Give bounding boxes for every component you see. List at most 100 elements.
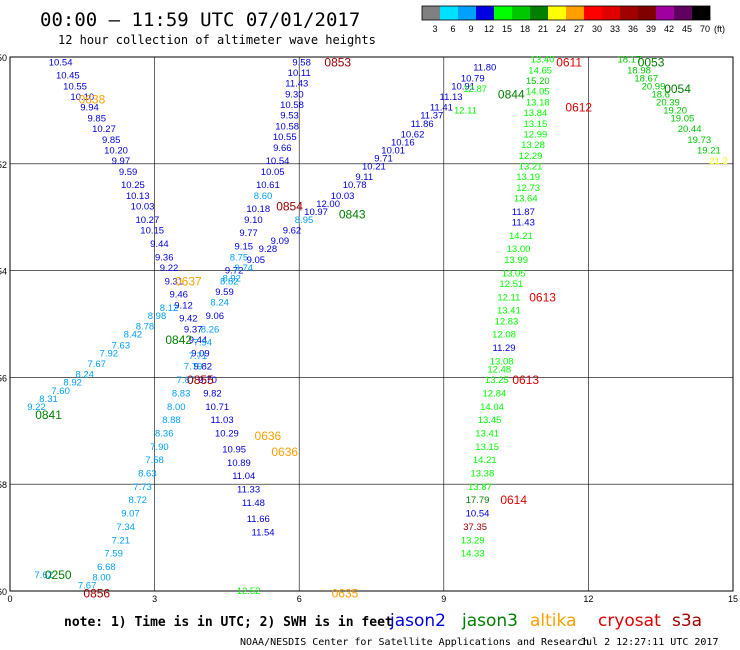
wave-height-point: 37.35	[463, 522, 487, 533]
wave-height-point: 12.52	[237, 586, 261, 597]
wave-height-point: 10.97	[304, 207, 328, 218]
wave-height-point: 10.91	[451, 81, 475, 92]
wave-height-point: 7.67	[78, 581, 97, 592]
legend-swatch	[440, 6, 458, 20]
wave-height-point: 11.87	[512, 207, 535, 218]
wave-height-point: 8.12	[160, 303, 179, 314]
legend-swatch	[638, 6, 656, 20]
x-tick-label: 6	[297, 594, 302, 604]
pass-time-label: 0053	[638, 55, 665, 69]
wave-height-point: 11.86	[411, 119, 434, 130]
wave-height-point: 13.41	[475, 428, 499, 439]
wave-height-point: 9.85	[88, 113, 107, 124]
wave-height-point: 13.15	[523, 119, 547, 130]
wave-height-point: 10.61	[256, 180, 280, 191]
y-tick-label: -58	[0, 480, 7, 490]
wave-height-point: 13.38	[470, 469, 494, 480]
wave-height-point: 10.62	[401, 129, 425, 140]
wave-height-point: 12.48	[487, 364, 511, 375]
wave-height-point: 14.33	[461, 549, 485, 560]
legend-swatch	[476, 6, 494, 20]
wave-height-point: 8.88	[162, 415, 181, 426]
legend-bin-label: 36	[628, 24, 638, 34]
wave-height-point: 11.04	[232, 471, 255, 482]
legend-swatch	[548, 6, 566, 20]
pass-time-label: 0611	[556, 55, 582, 69]
wave-height-points: 10.5410.4510.5510.109.949.8510.279.8510.…	[27, 55, 728, 597]
wave-height-point: 11.43	[285, 79, 308, 90]
wave-height-point: 9.22	[27, 402, 46, 413]
wave-height-point: 12.83	[495, 316, 519, 327]
pass-time-label: 0635	[332, 587, 359, 601]
wave-height-point: 9.85	[102, 135, 121, 146]
wave-height-point: 8.83	[172, 388, 191, 399]
pass-time-label: 0612	[565, 101, 592, 115]
wave-height-point: 10.95	[222, 444, 246, 455]
wave-height-point: 8.75	[230, 252, 249, 263]
wave-height-point: 7.58	[145, 455, 164, 466]
wave-height-point: 12.11	[454, 105, 477, 116]
wave-height-point: 9.30	[285, 89, 304, 100]
wave-height-point: 6.68	[97, 562, 116, 573]
wave-height-point: 13.18	[526, 97, 550, 108]
wave-height-point: 9.15	[235, 242, 254, 253]
credit-line: NOAA/NESDIS Center for Satellite Applica…	[240, 637, 589, 648]
wave-height-point: 13.41	[497, 306, 521, 317]
wave-height-point: 7.79	[184, 362, 203, 373]
wave-height-point: 12.08	[492, 330, 516, 341]
x-tick-label: 0	[7, 594, 12, 604]
wave-height-point: 7.60	[51, 386, 70, 397]
wave-height-point: 13.21	[519, 161, 543, 172]
legend-bin-label: 30	[592, 24, 602, 34]
axis-ticks: 0 3 6 9 12 15 -50 -52 -54 -56 -58 -60	[0, 53, 738, 604]
legend-bin-label: 39	[646, 24, 656, 34]
wave-height-point: 10.10	[70, 92, 94, 103]
wave-height-point: 9.59	[119, 167, 138, 178]
y-tick-label: -56	[0, 373, 7, 383]
wave-height-point: 8.00	[167, 402, 186, 413]
wave-height-point: 13.28	[521, 140, 545, 151]
x-tick-label: 12	[583, 594, 593, 604]
x-tick-label: 3	[152, 594, 157, 604]
wave-height-point: 9.58	[292, 57, 311, 68]
wave-height-point: 11.03	[211, 415, 234, 426]
wave-height-point: 10.01	[381, 145, 405, 156]
chart-subtitle: 12 hour collection of altimeter wave hei…	[58, 33, 376, 47]
legend-unit: (ft)	[714, 24, 725, 34]
wave-height-point: 10.29	[215, 428, 239, 439]
wave-height-point: 13.15	[475, 442, 499, 453]
wave-height-point: 9.46	[169, 290, 188, 301]
pass-time-label: 0841	[35, 408, 62, 422]
wave-height-point: 8.31	[39, 394, 58, 405]
x-tick-label: 15	[728, 594, 738, 604]
wave-height-point: 9.42	[179, 314, 198, 325]
wave-height-point: 9.82	[203, 388, 222, 399]
satellite-jason3: jason3	[461, 611, 518, 631]
pass-time-label: 0844	[498, 87, 525, 101]
legend-swatch	[620, 6, 638, 20]
wave-height-point: 13.40	[531, 55, 555, 66]
satellite-s3a: s3a	[672, 611, 702, 631]
y-tick-label: -54	[0, 267, 7, 277]
wave-height-point: 8.26	[201, 324, 220, 335]
legend-swatch	[494, 6, 512, 20]
wave-height-point: 9.10	[244, 215, 263, 226]
pass-time-label: 0636	[271, 445, 298, 459]
wave-height-point: 9.74	[235, 263, 254, 274]
wave-height-point: 8.82	[220, 276, 239, 287]
wave-height-point: 11.13	[439, 92, 462, 103]
satellite-cryosat: cryosat	[598, 611, 661, 631]
wave-height-point: 9.97	[112, 156, 131, 167]
wave-height-point: 10.55	[63, 81, 87, 92]
wave-height-point: 9.28	[259, 244, 278, 255]
wave-height-point: 11.80	[473, 63, 496, 74]
wave-height-point: 10.03	[331, 191, 355, 202]
y-tick-label: -60	[0, 587, 7, 597]
wave-height-point: 9.71	[374, 153, 393, 164]
wave-height-point: 7.21	[112, 535, 131, 546]
wave-height-point: 8.92	[222, 274, 241, 285]
wave-height-point: 19.20	[663, 105, 687, 116]
legend-bin-label: 33	[610, 24, 620, 34]
legend-bin-label: 9	[468, 24, 473, 34]
